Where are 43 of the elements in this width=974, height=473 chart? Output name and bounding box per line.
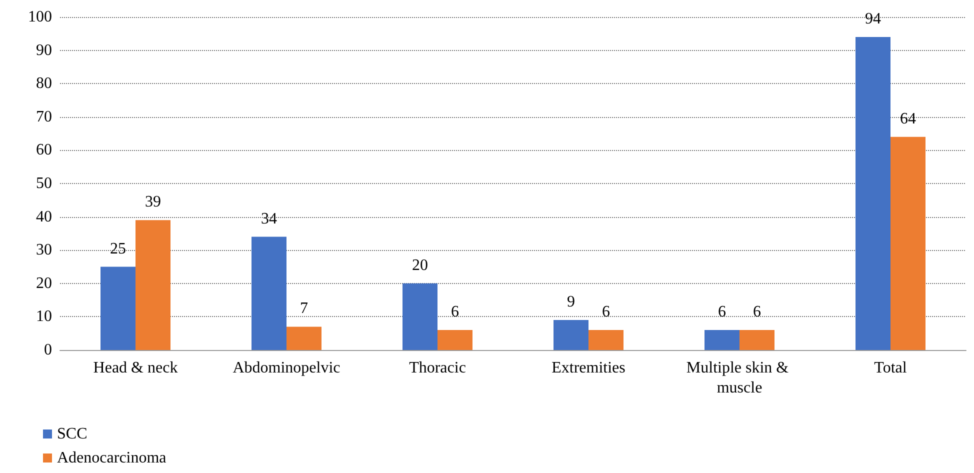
data-label: 94 [865, 10, 881, 28]
data-label: 6 [602, 304, 610, 321]
y-tick-label: 60 [36, 142, 52, 159]
data-label: 7 [300, 300, 308, 318]
bar [136, 220, 170, 350]
data-label: 6 [451, 304, 459, 321]
x-tick-label: Multiple skin & muscle [686, 360, 793, 396]
data-label: 39 [145, 194, 161, 211]
x-tick-label: Head & neck [93, 360, 178, 376]
data-label: 6 [753, 304, 761, 321]
y-tick-label: 10 [36, 308, 52, 326]
legend-label: Adenocarcinoma [57, 450, 166, 466]
y-tick-label: 30 [36, 242, 52, 259]
x-tick-label: Abdominopelvic [232, 360, 340, 376]
bar [100, 266, 136, 350]
bar [740, 330, 774, 350]
data-label: 25 [110, 240, 126, 258]
y-tick-label: 40 [36, 208, 52, 226]
y-tick-label: 0 [44, 342, 52, 358]
bar [890, 136, 926, 350]
x-tick-label: Extremities [552, 360, 626, 376]
y-tick-label: 20 [36, 274, 52, 292]
bar [588, 330, 624, 350]
y-tick-label: 90 [36, 42, 52, 59]
bar [438, 330, 472, 350]
legend-label: SCC [57, 426, 88, 442]
data-label: 9 [567, 294, 575, 311]
bar [704, 330, 740, 350]
x-tick-label: Total [874, 360, 908, 376]
y-tick-label: 100 [28, 8, 52, 26]
data-label: 6 [718, 304, 726, 321]
bar [252, 236, 286, 350]
data-label: 20 [412, 256, 428, 274]
y-tick-label: 50 [36, 175, 52, 192]
y-tick-label: 70 [36, 108, 52, 126]
bar [856, 36, 890, 350]
bar [402, 283, 438, 350]
data-label: 34 [261, 210, 277, 228]
y-tick-label: 80 [36, 75, 52, 92]
data-label: 64 [900, 110, 916, 128]
x-tick-label: Thoracic [409, 360, 466, 376]
bar [286, 326, 322, 350]
bar [554, 320, 588, 350]
